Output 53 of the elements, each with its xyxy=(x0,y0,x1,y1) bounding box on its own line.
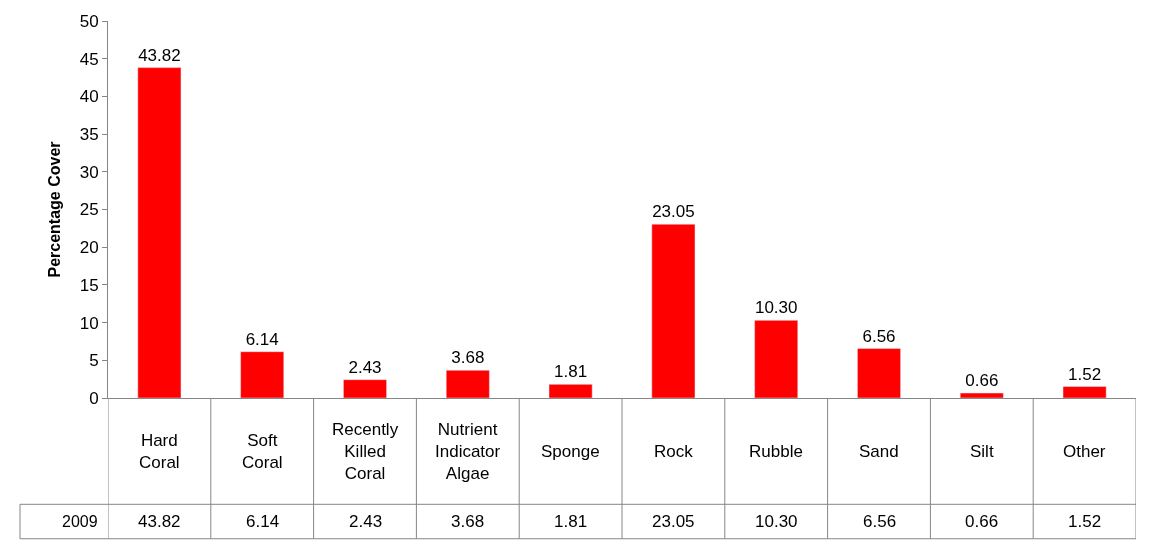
x-tick-label: Sand xyxy=(859,442,899,461)
y-tick-label: 50 xyxy=(79,11,99,31)
text: 3.68 xyxy=(451,348,485,368)
text: 1.52 xyxy=(1068,512,1102,531)
x-tick-label: Soft Coral xyxy=(242,431,283,473)
y-axis-title: Percentage Cover xyxy=(45,141,63,278)
x-tick-label: Rubble xyxy=(749,442,803,461)
x-tick-label: Silt xyxy=(970,442,994,461)
y-tick-label: 25 xyxy=(79,200,99,220)
y-tick-label: 5 xyxy=(89,351,99,371)
x-tick-label: Nutrient Indicator Algae xyxy=(435,420,501,484)
y-tick-label: 15 xyxy=(79,275,99,295)
bar xyxy=(343,379,387,398)
text: 10.30 xyxy=(755,512,798,531)
x-tick-label: Rock xyxy=(654,442,694,461)
text: 1.81 xyxy=(554,512,588,531)
x-tick-label: Hard Coral xyxy=(139,431,180,473)
text: 0.66 xyxy=(965,512,999,531)
y-tick-label: 45 xyxy=(79,49,99,69)
text: 2.43 xyxy=(348,357,382,377)
y-tick-label: 35 xyxy=(79,125,99,145)
bar xyxy=(548,384,593,398)
text: 6.56 xyxy=(863,512,897,531)
bar xyxy=(754,320,799,398)
text: 43.82 xyxy=(138,512,181,531)
bar xyxy=(959,392,1004,398)
bar xyxy=(651,223,696,398)
bar xyxy=(1062,386,1107,398)
y-tick-label: 30 xyxy=(79,162,99,182)
y-tick-label: 0 xyxy=(89,388,99,408)
x-tick-label: Sponge xyxy=(541,442,600,461)
text: 2.43 xyxy=(349,512,383,531)
text: 10.30 xyxy=(754,298,798,318)
text: 43.82 xyxy=(138,45,181,65)
text: 23.05 xyxy=(652,202,695,222)
bar xyxy=(240,351,285,398)
x-tick-label: Other xyxy=(1063,442,1106,461)
text: 1.81 xyxy=(554,362,588,382)
text: 2009 xyxy=(62,513,98,530)
bar xyxy=(137,67,182,398)
x-tick-label: Recently Killed Coral xyxy=(332,420,399,484)
bar xyxy=(445,370,490,398)
text: 6.56 xyxy=(862,326,896,346)
text: 1.52 xyxy=(1068,364,1102,384)
bar xyxy=(857,348,901,398)
text: 23.05 xyxy=(652,512,695,531)
y-tick-label: 40 xyxy=(79,87,99,107)
text: 6.14 xyxy=(245,329,279,349)
text: 6.14 xyxy=(246,512,280,531)
text: 0.66 xyxy=(965,371,999,391)
y-tick-label: 10 xyxy=(79,313,99,333)
text: 3.68 xyxy=(451,512,485,531)
y-tick-label: 20 xyxy=(79,238,99,258)
